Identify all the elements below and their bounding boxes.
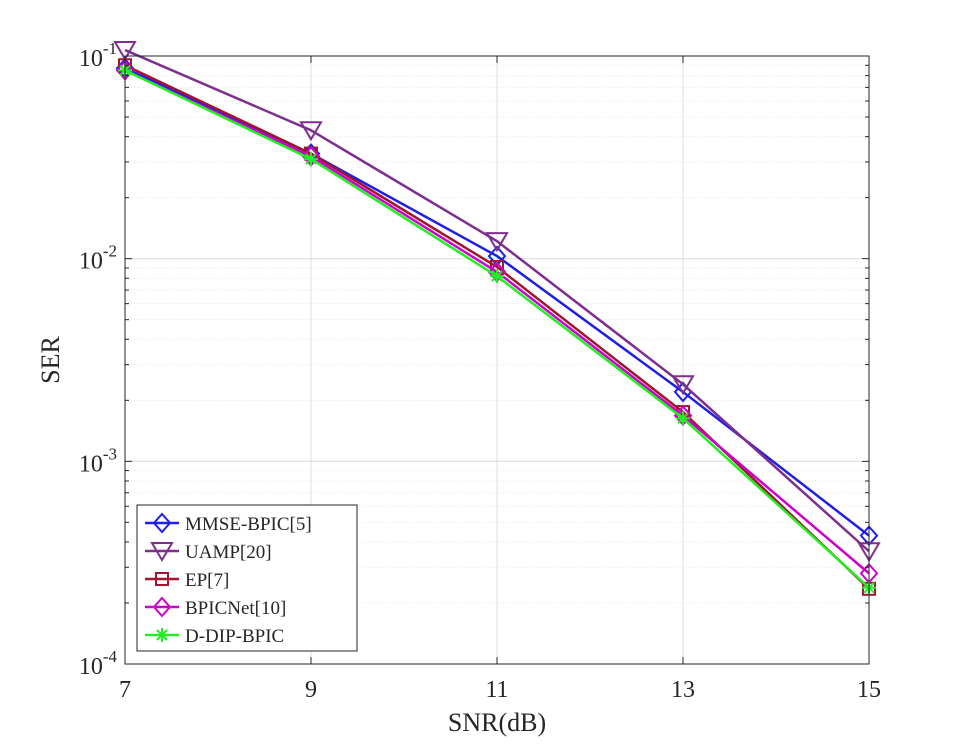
- legend-swatch-marker: [155, 572, 169, 586]
- data-point: [113, 41, 137, 62]
- y-tick-label: 10-4: [79, 647, 118, 680]
- x-axis-label: SNR(dB): [448, 708, 546, 737]
- legend: MMSE-BPIC[5] UAMP[20] EP[7] BPICNet[10] D-DI…: [136, 504, 358, 652]
- data-point: [671, 375, 695, 396]
- legend-swatch-marker: [152, 512, 172, 534]
- y-axis-label: SER: [36, 336, 65, 384]
- series-line: [124, 64, 870, 590]
- legend-swatch-marker: [150, 542, 174, 562]
- data-point: [487, 245, 507, 267]
- data-point: [676, 411, 690, 426]
- x-tick-label: 11: [485, 677, 508, 703]
- x-tick-label: 7: [119, 677, 131, 703]
- legend-label: UAMP[20]: [185, 542, 272, 563]
- legend-label: EP[7]: [185, 570, 229, 591]
- series-layer: [113, 41, 881, 596]
- data-point: [304, 152, 318, 167]
- legend-label: BPICNet[10]: [185, 598, 286, 619]
- legend-swatch-marker: [155, 628, 169, 642]
- series-line: [124, 48, 870, 553]
- legend-swatch-marker: [152, 596, 172, 618]
- x-tick-label: 13: [671, 677, 695, 703]
- legend-entry: D-DIP-BPIC: [145, 626, 284, 647]
- series-1: [113, 41, 881, 563]
- legend-entry: EP[7]: [145, 570, 229, 591]
- y-tick-label: 10-1: [79, 39, 117, 72]
- legend-label: D-DIP-BPIC: [185, 626, 284, 647]
- data-point: [485, 232, 509, 253]
- axis-ticks: 7 9 11 13 15 10-4 10-3 10-2 10-1: [79, 39, 881, 703]
- y-tick-label: 10-2: [79, 242, 117, 275]
- data-point: [490, 269, 504, 284]
- y-tick-label: 10-3: [79, 444, 117, 477]
- x-tick-label: 9: [305, 677, 317, 703]
- legend-entry: MMSE-BPIC[5]: [145, 512, 312, 535]
- legend-label: MMSE-BPIC[5]: [185, 514, 312, 535]
- x-tick-label: 15: [857, 677, 881, 703]
- legend-entry: UAMP[20]: [145, 542, 272, 563]
- legend-entry: BPICNet[10]: [145, 596, 286, 619]
- data-point: [299, 121, 323, 142]
